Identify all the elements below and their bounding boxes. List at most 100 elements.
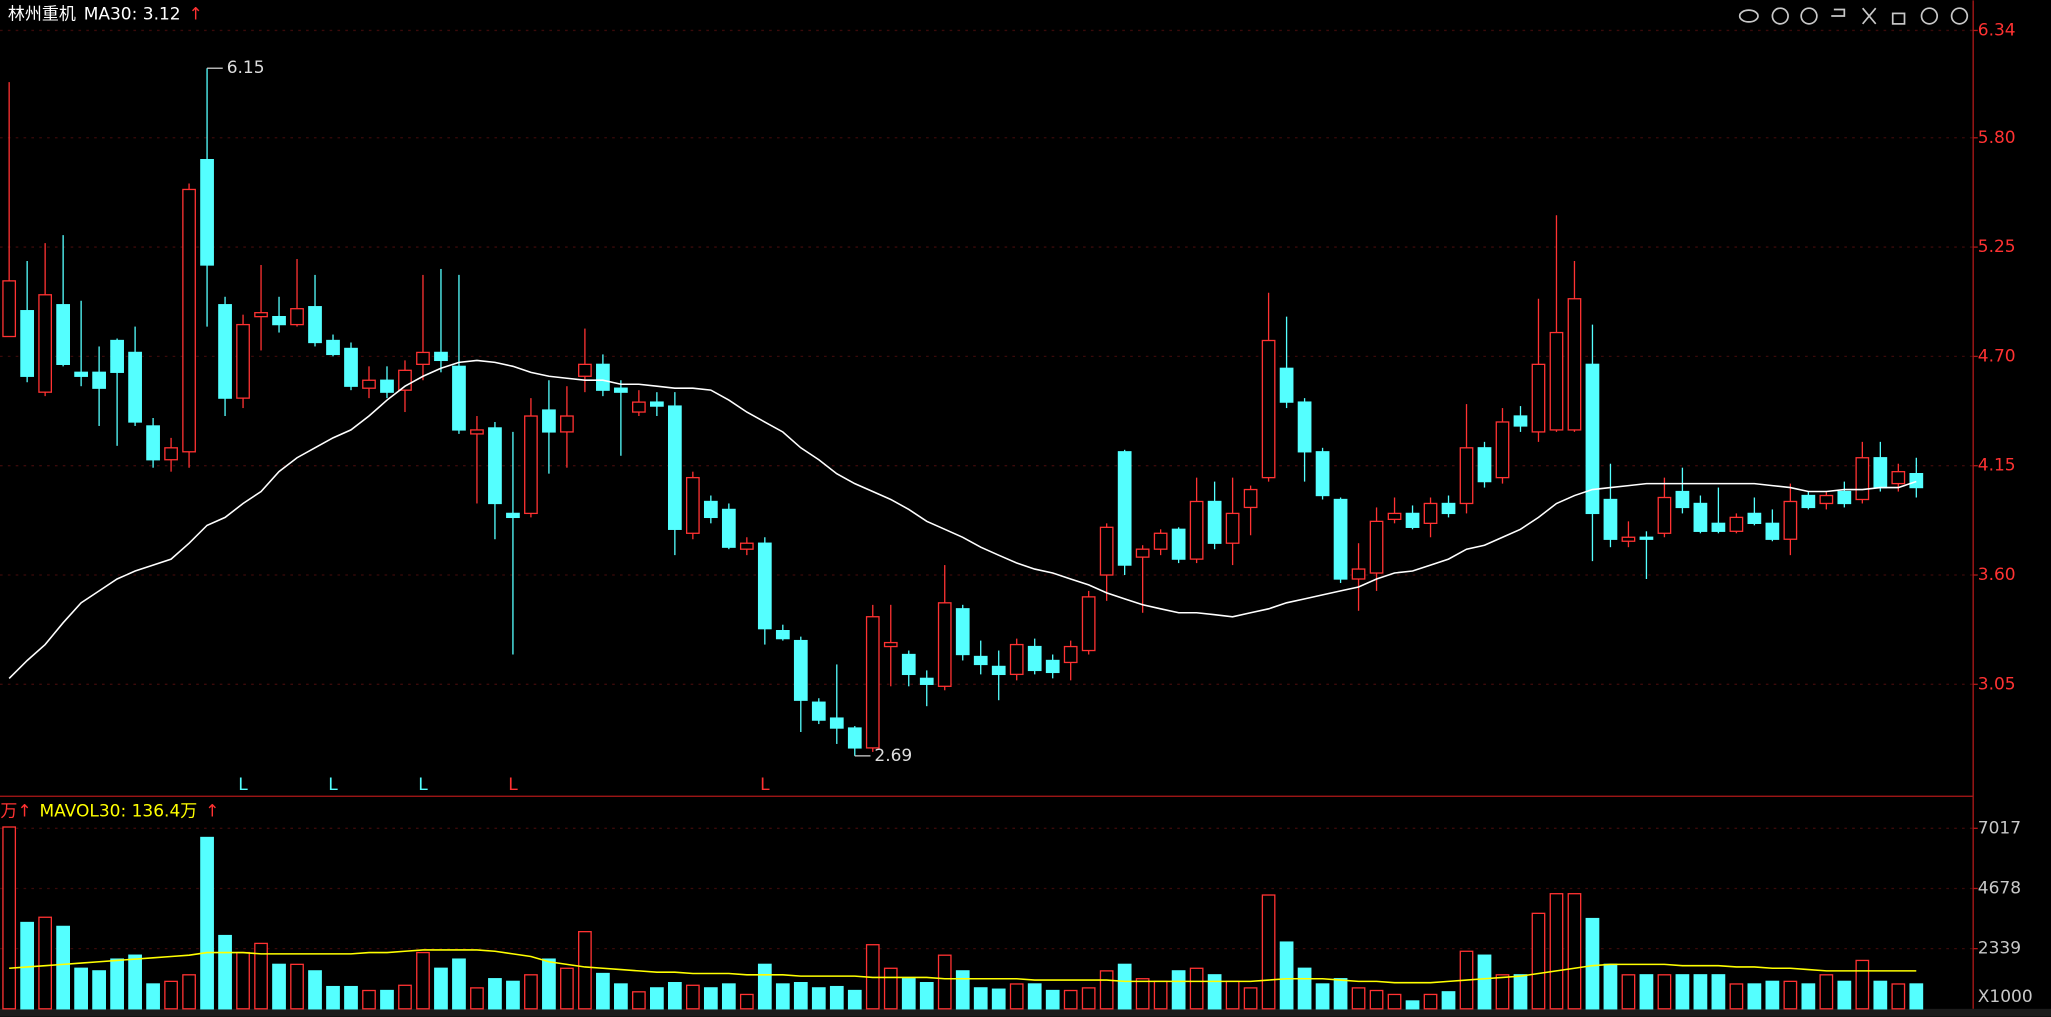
play-icon[interactable] <box>1800 7 1818 25</box>
candle-body <box>1009 643 1024 676</box>
candle-body <box>38 294 53 393</box>
line-series <box>8 359 1917 679</box>
volume-bar <box>829 985 844 1010</box>
volume-bar <box>1729 983 1744 1010</box>
volume-bar <box>290 963 304 1010</box>
y-tick-label: 3.60 <box>1978 565 2016 585</box>
candle-body <box>650 401 664 407</box>
candle-body <box>524 415 538 515</box>
zoom-out-icon[interactable] <box>1950 7 1969 25</box>
undo-icon[interactable] <box>1831 8 1846 17</box>
lock-icon[interactable] <box>1891 12 1906 25</box>
volume-bar <box>1495 974 1510 1010</box>
candle-body <box>290 308 304 326</box>
hand-icon[interactable] <box>1771 7 1789 25</box>
candle-body <box>1135 548 1150 558</box>
candle-body <box>1891 471 1906 485</box>
candle-body <box>775 630 790 640</box>
candle-body <box>1495 421 1510 479</box>
volume-bar <box>272 963 286 1010</box>
volume-bar <box>1369 989 1384 1010</box>
header-text: 7万↑ <box>0 801 32 821</box>
volume-bar <box>524 974 538 1010</box>
candle-body <box>1603 498 1618 540</box>
volume-bar <box>380 989 394 1010</box>
candle-body <box>1153 532 1168 550</box>
volume-bar <box>1099 970 1114 1010</box>
candle-body <box>452 365 466 431</box>
candle-body <box>1261 339 1276 479</box>
volume-bar <box>703 987 718 1010</box>
candle-body <box>1171 528 1186 560</box>
signal-marker: L <box>508 775 518 795</box>
candle-body <box>1189 500 1204 560</box>
volume-bar <box>1477 954 1492 1010</box>
toolbar <box>1738 7 1969 25</box>
view-icon[interactable] <box>1738 9 1759 23</box>
candle-body <box>1639 536 1654 540</box>
volume-bar <box>254 942 268 1010</box>
volume-bar <box>901 978 916 1010</box>
candle-body <box>1459 447 1474 505</box>
candle-body <box>703 500 718 519</box>
candle-body <box>1549 331 1564 431</box>
candle-body <box>110 339 124 373</box>
volume-bar <box>1513 974 1528 1010</box>
volume-bar <box>1909 983 1924 1010</box>
volume-bar <box>506 980 520 1010</box>
y-tick-label: 2339 <box>1978 939 2021 959</box>
volume-bar <box>1765 980 1780 1010</box>
candle-body <box>1243 488 1258 509</box>
volume-bar <box>470 987 484 1010</box>
volume-bar <box>847 989 862 1010</box>
volume-bar <box>1675 974 1690 1010</box>
candle-body <box>2 280 17 338</box>
candle-body <box>236 323 250 399</box>
header-text: MAVOL30: 136.4万 <box>39 801 197 821</box>
volume-bar <box>1531 912 1546 1010</box>
signal-marker: L <box>328 775 338 795</box>
volume-bar <box>1063 989 1078 1010</box>
header-text: ↑ <box>205 801 219 821</box>
candle-body <box>1801 494 1816 509</box>
candle-body <box>56 304 70 366</box>
volume-bar <box>452 958 466 1010</box>
candle-body <box>506 512 520 519</box>
candle-body <box>488 427 502 505</box>
zoom-in-icon[interactable] <box>1920 7 1939 25</box>
volume-bar <box>757 963 772 1010</box>
volume-bar <box>38 916 53 1010</box>
candle-body <box>1117 451 1132 566</box>
volume-bar <box>1135 978 1150 1010</box>
volume-bar <box>164 980 178 1010</box>
candle-body <box>1387 512 1402 521</box>
tab-bar[interactable] <box>0 1008 2051 1017</box>
header-text: ↑ <box>188 5 202 25</box>
candle-body <box>1333 498 1348 580</box>
volume-bar <box>1315 983 1330 1010</box>
volume-bar <box>1243 987 1258 1010</box>
volume-bar <box>1621 974 1636 1010</box>
cut-icon[interactable] <box>1861 7 1877 25</box>
volume-bar <box>74 967 88 1010</box>
volume-bar <box>92 970 106 1010</box>
candle-body <box>1909 473 1924 489</box>
volume-bar <box>632 991 646 1010</box>
candle-body <box>829 717 844 729</box>
candle-body <box>1045 659 1060 674</box>
candle-body <box>398 369 412 391</box>
volume-bar <box>1171 970 1186 1010</box>
volume-bar <box>146 983 160 1010</box>
volume-bar <box>739 993 754 1010</box>
volume-bar <box>1081 987 1096 1010</box>
volume-bar <box>1801 983 1816 1010</box>
volume-bar <box>1405 1000 1420 1010</box>
candle-body <box>1405 512 1420 528</box>
candle-body <box>1711 522 1726 532</box>
y-tick-label: 4678 <box>1978 878 2021 898</box>
candle-body <box>92 371 106 389</box>
candle-body <box>1063 645 1078 664</box>
volume-bar <box>1891 983 1906 1010</box>
signal-marker: L <box>238 775 248 795</box>
